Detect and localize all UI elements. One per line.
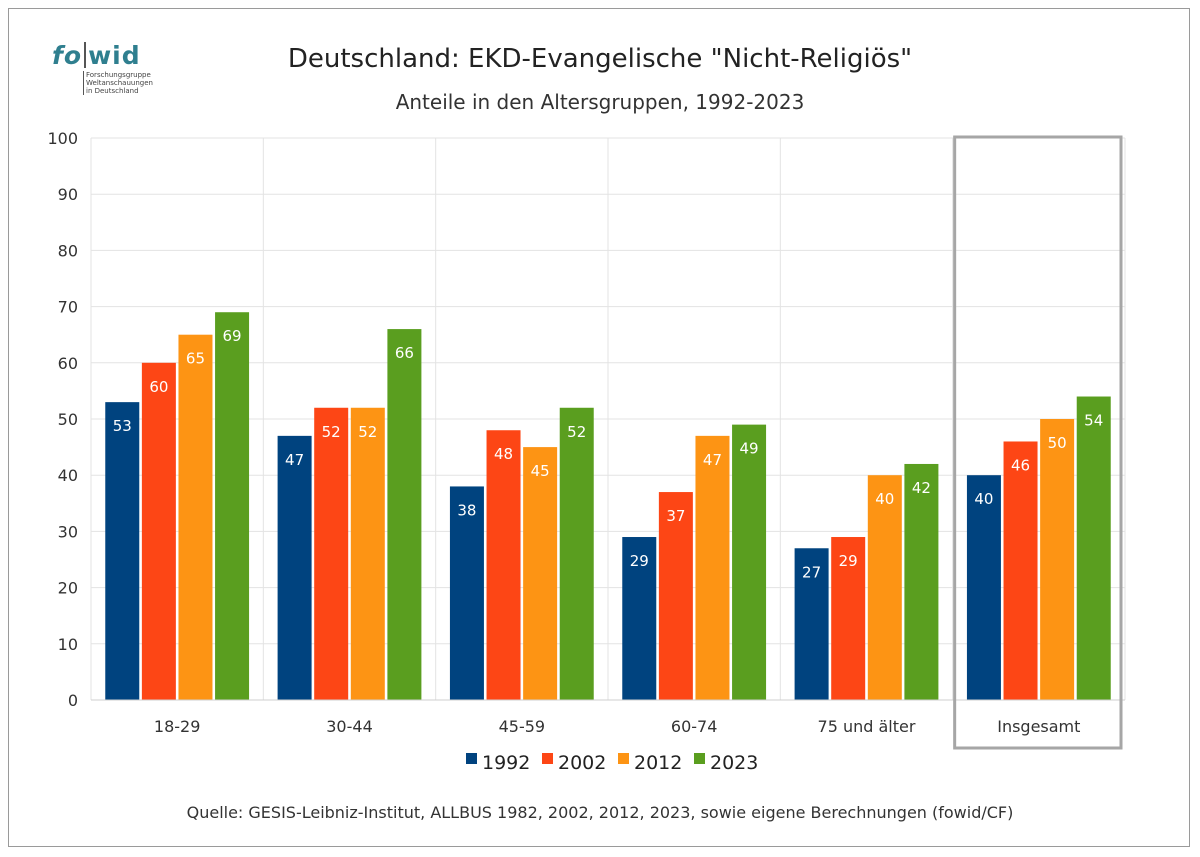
bar-2012	[867, 475, 902, 700]
bar-2012	[695, 435, 730, 700]
data-label: 40	[875, 490, 894, 508]
logo-subtitle-line: in Deutschland	[86, 87, 139, 95]
data-label: 54	[1084, 412, 1103, 430]
legend-label-2023: 2023	[710, 752, 758, 774]
bar-2012	[350, 407, 385, 700]
bar-1992	[105, 402, 140, 700]
bar-1992	[794, 548, 829, 700]
bar-2012	[523, 447, 558, 700]
bar-1992	[622, 537, 657, 700]
chart-frame	[8, 8, 1190, 847]
legend-label-1992: 1992	[482, 752, 530, 774]
logo-word-right: wid	[88, 41, 141, 70]
bar-2002	[658, 492, 693, 700]
data-label: 38	[457, 501, 476, 519]
y-tick-label: 30	[58, 522, 78, 541]
bar-1992	[966, 475, 1001, 700]
legend-swatch-2002	[542, 753, 553, 764]
chart-subtitle: Anteile in den Altersgruppen, 1992-2023	[395, 90, 805, 114]
legend-swatch-1992	[466, 753, 477, 764]
data-label: 48	[494, 445, 513, 463]
bar-2023	[215, 312, 250, 700]
data-label: 50	[1048, 434, 1067, 452]
category-label: 75 und älter	[818, 717, 916, 736]
y-tick-label: 80	[58, 241, 78, 260]
data-label: 27	[802, 563, 821, 581]
legend-label-2012: 2012	[634, 752, 682, 774]
bar-2023	[904, 463, 939, 700]
data-label: 49	[740, 440, 759, 458]
y-tick-label: 100	[47, 129, 78, 148]
legend-swatch-2023	[694, 753, 705, 764]
category-label: 18-29	[154, 717, 201, 736]
logo-wordmark: fo wid	[52, 42, 152, 70]
bar-2002	[1003, 441, 1038, 700]
logo-word-left: fo	[52, 41, 83, 70]
logo-subtitle: Forschungsgruppe Weltanschauungen in Deu…	[83, 71, 156, 95]
bar-1992	[277, 435, 312, 700]
y-tick-label: 50	[58, 410, 78, 429]
category-label: 30-44	[326, 717, 373, 736]
bar-2012	[178, 334, 213, 700]
bar-2023	[387, 329, 422, 700]
y-tick-label: 90	[58, 185, 78, 204]
y-tick-label: 0	[68, 691, 78, 710]
bar-2002	[486, 430, 521, 700]
data-label: 69	[223, 327, 242, 345]
bar-2023	[559, 407, 594, 700]
legend-label-2002: 2002	[558, 752, 606, 774]
highlight-box-insgesamt	[953, 135, 1123, 750]
y-tick-label: 40	[58, 466, 78, 485]
data-label: 60	[149, 378, 168, 396]
data-label: 37	[666, 507, 685, 525]
y-tick-label: 10	[58, 635, 78, 654]
bar-2023	[1076, 396, 1111, 700]
bar-2002	[141, 362, 176, 700]
data-label: 29	[630, 552, 649, 570]
bar-1992	[449, 486, 484, 700]
category-label: Insgesamt	[997, 717, 1080, 736]
data-label: 47	[703, 451, 722, 469]
data-label: 52	[322, 423, 341, 441]
source-note: Quelle: GESIS-Leibniz-Institut, ALLBUS 1…	[186, 803, 1014, 822]
y-tick-label: 20	[58, 579, 78, 598]
data-label: 29	[839, 552, 858, 570]
bar-2002	[314, 407, 349, 700]
logo-separator	[84, 42, 87, 68]
data-label: 40	[974, 490, 993, 508]
fowid-logo: fo wid Forschungsgruppe Weltanschauungen …	[52, 42, 153, 104]
bar-2012	[1040, 419, 1075, 700]
category-label: 60-74	[671, 717, 718, 736]
chart-title: Deutschland: EKD-Evangelische "Nicht-Rel…	[287, 44, 913, 74]
data-label: 65	[186, 350, 205, 368]
y-tick-label: 70	[58, 298, 78, 317]
data-label: 45	[531, 462, 550, 480]
logo-subtitle-line: Weltanschauungen	[86, 79, 153, 87]
data-label: 52	[358, 423, 377, 441]
bar-2002	[831, 537, 866, 700]
data-label: 53	[113, 417, 132, 435]
data-label: 42	[912, 479, 931, 497]
data-label: 66	[395, 344, 414, 362]
data-label: 52	[567, 423, 586, 441]
y-tick-label: 60	[58, 354, 78, 373]
category-label: 45-59	[499, 717, 546, 736]
logo-subtitle-line: Forschungsgruppe	[86, 71, 151, 79]
data-label: 47	[285, 451, 304, 469]
legend-swatch-2012	[618, 753, 629, 764]
data-label: 46	[1011, 456, 1030, 474]
bar-2023	[732, 424, 767, 700]
